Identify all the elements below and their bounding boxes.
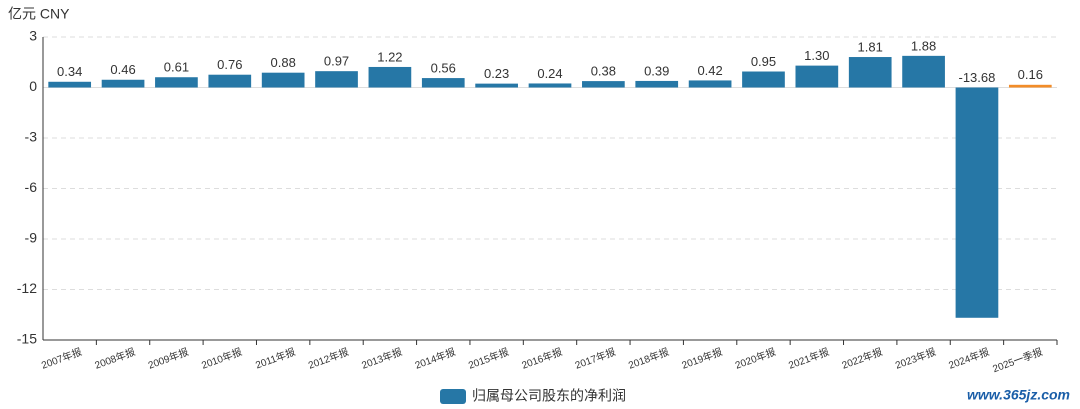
data-label: 0.56 (431, 61, 456, 76)
y-tick-label: 3 (29, 28, 37, 44)
bar (902, 55, 945, 88)
bar (955, 87, 999, 318)
y-tick-label: -6 (25, 179, 38, 195)
x-tick-label: 2019年报 (680, 345, 724, 372)
x-tick-label: 2025一季报 (991, 345, 1045, 375)
data-label: 0.76 (217, 57, 242, 72)
bar (315, 71, 358, 88)
x-tick-label: 2020年报 (733, 345, 777, 372)
bar (795, 65, 839, 88)
data-label: 0.46 (110, 62, 135, 77)
data-label: 0.23 (484, 66, 509, 81)
data-label: 0.97 (324, 54, 349, 69)
data-label: 1.30 (804, 48, 829, 63)
x-tick-label: 2023年报 (893, 345, 937, 372)
bar (208, 74, 252, 88)
bar (475, 83, 518, 88)
y-axis-label: 亿元 CNY (8, 6, 70, 22)
data-label: 1.81 (858, 39, 883, 54)
bar (582, 81, 625, 88)
x-tick-label: 2015年报 (466, 345, 510, 372)
watermark: www.365jz.com (967, 387, 1070, 403)
data-label: 0.42 (697, 63, 722, 78)
bar (48, 81, 92, 88)
y-tick-label: -15 (17, 331, 37, 347)
bar (742, 71, 785, 88)
x-tick-label: 2017年报 (573, 345, 617, 372)
bar (101, 79, 145, 88)
bar (688, 80, 732, 88)
data-label: -13.68 (959, 70, 996, 85)
x-tick-label: 2007年报 (39, 345, 83, 372)
x-tick-label: 2018年报 (627, 345, 671, 372)
legend-label: 归属母公司股东的净利润 (472, 388, 626, 404)
data-label: 0.24 (537, 66, 562, 81)
data-label: 0.38 (591, 64, 616, 79)
bar (1008, 84, 1052, 88)
data-label: 0.34 (57, 64, 82, 79)
x-tick-label: 2010年报 (200, 345, 244, 372)
y-tick-label: -3 (25, 129, 38, 145)
x-tick-label: 2016年报 (520, 345, 564, 372)
x-tick-label: 2009年报 (146, 345, 190, 372)
legend-swatch (440, 389, 466, 404)
bar (421, 78, 465, 88)
y-tick-label: -12 (17, 280, 37, 296)
x-tick-label: 2008年报 (93, 345, 137, 372)
data-label: 0.88 (271, 55, 296, 70)
bar (848, 57, 892, 88)
x-tick-label: 2024年报 (947, 345, 991, 372)
bar (368, 66, 412, 88)
x-tick-label: 2012年报 (306, 345, 350, 372)
y-tick-label: -9 (25, 230, 38, 246)
data-label: 1.88 (911, 38, 936, 53)
data-label: 0.95 (751, 54, 776, 69)
y-tick-label: 0 (29, 78, 37, 94)
bar (155, 77, 198, 88)
x-tick-label: 2022年报 (840, 345, 884, 372)
bar (528, 83, 572, 88)
x-tick-label: 2014年报 (413, 345, 457, 372)
data-label: 1.22 (377, 49, 402, 64)
x-tick-label: 2011年报 (254, 345, 297, 371)
data-label: 0.39 (644, 63, 669, 78)
x-tick-label: 2021年报 (787, 345, 831, 372)
bar (635, 80, 679, 88)
data-label: 0.61 (164, 60, 189, 75)
bar (261, 72, 305, 88)
data-label: 0.16 (1018, 67, 1043, 82)
x-tick-label: 2013年报 (360, 345, 404, 372)
